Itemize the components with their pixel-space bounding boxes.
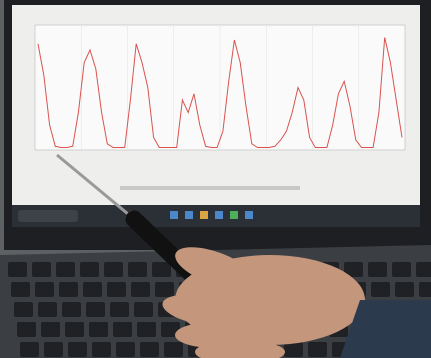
key [89,322,108,337]
key [11,282,30,297]
key [164,342,183,357]
key [392,262,411,277]
key [35,282,54,297]
key [83,282,102,297]
key [113,322,132,337]
key [134,302,153,317]
key [152,262,171,277]
key [371,282,390,297]
key [395,282,414,297]
key [419,282,431,297]
key [68,342,87,357]
caption-blur [120,186,300,190]
key [104,262,123,277]
search-box [18,210,78,222]
photo [0,0,431,358]
key [62,302,81,317]
key [416,262,431,277]
key [116,342,135,357]
key [131,282,150,297]
key [368,262,387,277]
key [17,322,36,337]
key [155,282,174,297]
key [41,322,60,337]
key [137,322,156,337]
key [107,282,126,297]
key [128,262,147,277]
key [140,342,159,357]
key [38,302,57,317]
key [86,302,105,317]
key [59,282,78,297]
key [80,262,99,277]
key [56,262,75,277]
key [92,342,111,357]
key [65,322,84,337]
key [110,302,129,317]
key [308,342,327,357]
key [44,342,63,357]
key [32,262,51,277]
key [20,342,39,357]
key [14,302,33,317]
key [8,262,27,277]
